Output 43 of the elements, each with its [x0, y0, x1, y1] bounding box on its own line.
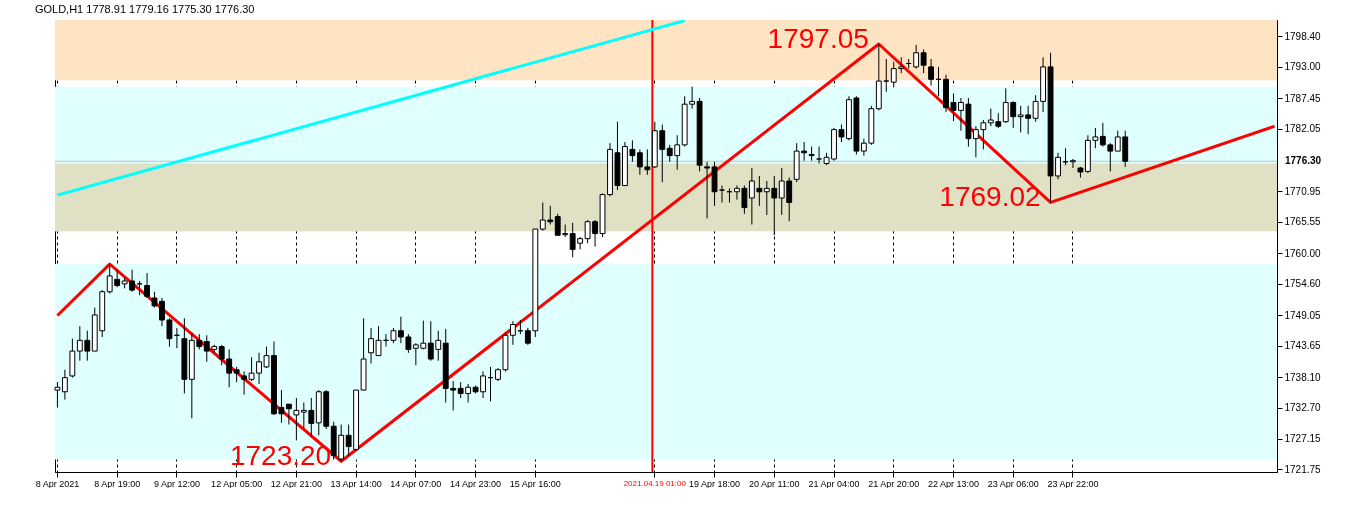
x-tick-label: 19 Apr 18:00 [689, 478, 741, 489]
x-tick-label: 2021.04.19 01:00 [623, 478, 687, 488]
y-tick-label: 1732.70 [1284, 402, 1322, 414]
x-tick-label: 8 Apr 19:00 [94, 478, 141, 489]
x-tick-label: 21 Apr 04:00 [808, 478, 860, 489]
x-tick-label: 22 Apr 13:00 [927, 478, 980, 489]
candlestick [144, 272, 150, 299]
x-tick-label: 13 Apr 14:00 [330, 478, 382, 489]
x-tick-label: 23 Apr 22:00 [1047, 478, 1099, 489]
x-tick-label: 23 Apr 06:00 [987, 478, 1039, 489]
y-tick-label: 1787.45 [1284, 92, 1322, 104]
y-tick-label: 1760.00 [1284, 247, 1322, 259]
x-tick-label: 8 Apr 2021 [35, 478, 80, 489]
x-tick-label: 20 Apr 11:00 [749, 478, 800, 489]
y-tick-label: 1749.05 [1284, 309, 1322, 321]
x-tick-label: 15 Apr 16:00 [509, 478, 561, 489]
x-tick-label: 14 Apr 23:00 [450, 478, 502, 489]
chart-title: GOLD,H1 1778.91 1779.16 1775.30 1776.30 [34, 3, 255, 15]
y-tick-label: 1798.40 [1284, 30, 1322, 42]
y-tick-label: 1782.05 [1284, 123, 1322, 135]
y-tick-label: 1727.15 [1284, 433, 1322, 445]
y-tick-label: 1754.60 [1284, 278, 1322, 290]
data-label: 1769.02 [939, 181, 1041, 213]
candlestick [913, 44, 920, 70]
y-tick-label: 1743.65 [1284, 340, 1322, 352]
y-tick-label: 1738.10 [1284, 371, 1322, 383]
y-tick-label: 1770.95 [1284, 185, 1322, 197]
x-tick-label: 12 Apr 21:00 [270, 478, 322, 489]
ref-line-label: 1776.30 [1285, 155, 1322, 167]
y-tick-label: 1721.75 [1284, 463, 1322, 475]
candlestick [883, 58, 890, 93]
x-tick-label: 9 Apr 12:00 [153, 478, 200, 489]
candlestick [920, 48, 927, 74]
x-tick-label: 21 Apr 20:00 [868, 478, 920, 489]
y-tick-label: 1765.55 [1284, 216, 1322, 228]
candlestick [928, 58, 935, 87]
data-label: 1723.20 [229, 440, 332, 472]
candlestick [293, 397, 300, 441]
x-tick-label: 14 Apr 07:00 [390, 478, 442, 489]
candlestick [1070, 158, 1076, 169]
x-tick-label: 12 Apr 05:00 [211, 478, 263, 489]
data-label: 1797.05 [767, 23, 869, 55]
y-tick-label: 1793.00 [1284, 61, 1322, 73]
